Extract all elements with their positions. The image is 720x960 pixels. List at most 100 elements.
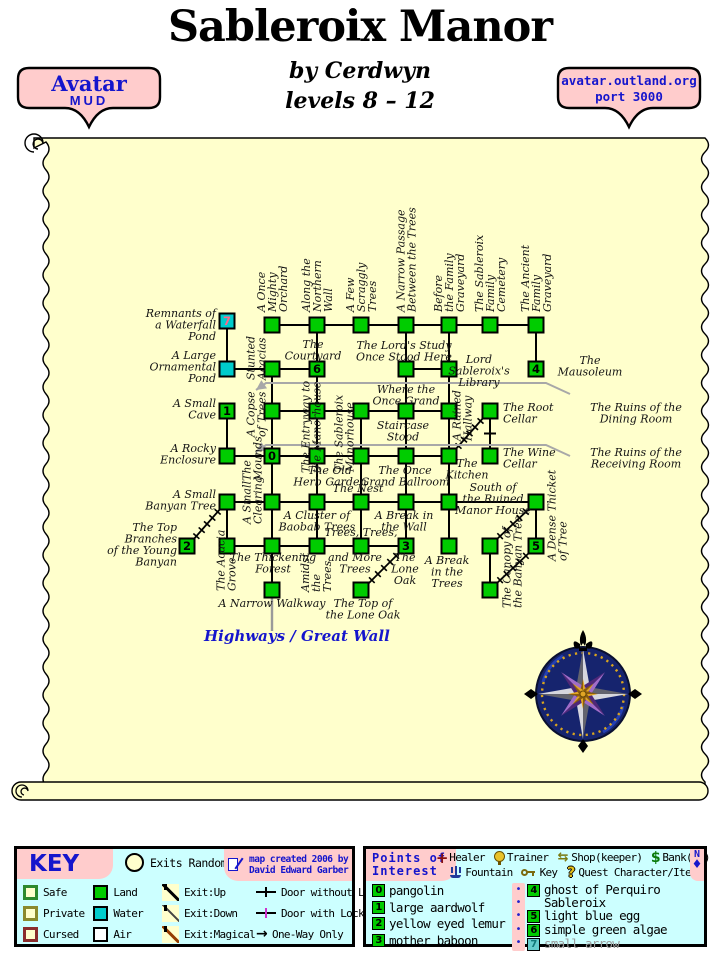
key-item-label: Door with Lock [281, 906, 365, 920]
poi-service-row: Fountain Key? Quest Character/Item [450, 865, 698, 881]
room-label: A RuinedHallway [451, 390, 475, 442]
poi-service-shop: ⇆ Shop(keeper) [556, 850, 643, 865]
map-connections [192, 321, 571, 631]
room-label: The Courtyard [285, 338, 342, 363]
map-room [263, 581, 281, 599]
key-item-label: Safe [43, 885, 67, 899]
poi-left-column: 0 pangolin 1 large aardwolf 2 yellow eyed lem… [372, 883, 512, 951]
room-label: Highways / Great Wall [203, 627, 390, 645]
poi-number-square: 2 [372, 917, 385, 930]
north-indicator: N ♦ [690, 849, 704, 881]
door-lock-icon [256, 905, 276, 921]
compass-point [628, 689, 642, 699]
map-room [527, 360, 545, 378]
room-label: The AcaciaGrove [215, 530, 239, 591]
poi-number-square: 0 [372, 884, 385, 897]
server-port: port 3000 [595, 89, 663, 104]
poi-service-healer: + Healer [436, 849, 486, 867]
compass-diamond-icon: ♦ [691, 857, 703, 871]
room-label: AmidsttheTrees [299, 552, 334, 593]
poi-item-label: pangolin [389, 883, 444, 898]
room-label: A OnceMightyOrchard [255, 266, 290, 313]
key-item-label: Water [113, 906, 144, 920]
map-room [263, 493, 281, 511]
exit-up-icon [162, 883, 179, 901]
room-label: A FewScragglyTrees [344, 262, 379, 313]
key-grid: Safe Private Cursed Land Water Air Exit:Up Exit… [17, 879, 382, 943]
sq-air-icon [93, 926, 109, 942]
map-room [263, 316, 281, 334]
sq-cursed-icon [23, 926, 38, 942]
poi-item-label: yellow eyed lemur [389, 916, 506, 931]
poi-item-6: 6 simple green algae [527, 923, 668, 938]
one-way-arrowhead [256, 442, 268, 452]
poi-title: Points of Interest [366, 849, 456, 881]
room-label: The Nest [333, 482, 384, 495]
map-room [397, 402, 415, 420]
key-item-exit-up: Exit:Up [162, 883, 254, 901]
poi-item-2: 2 yellow eyed lemur [372, 916, 512, 933]
poi-service-trainer: Trainer [493, 850, 549, 865]
key-item-label: Cursed [43, 927, 79, 941]
map-room [440, 537, 458, 555]
level-range: levels 8 – 12 [285, 88, 435, 114]
map-room [397, 537, 415, 555]
compass-point [524, 689, 538, 699]
room-number: 5 [532, 539, 540, 553]
key-item-label: Land [113, 885, 138, 899]
map-room [481, 537, 499, 555]
room-label: A Break in the Wall [374, 509, 434, 534]
poi-number-square: 5 [527, 910, 540, 924]
map-room [397, 360, 415, 378]
parchment-bottom-curl [15, 784, 29, 798]
server-host: avatar.outland.org [561, 73, 697, 88]
room-label: A Small Banyan Tree [144, 488, 216, 513]
room-label: South of the Ruined Manor House [454, 481, 531, 517]
map-room [440, 316, 458, 334]
room-label: A Cluster of Baobab Trees [278, 509, 356, 534]
map-room [308, 402, 326, 420]
room-label: StuntedAcacias [245, 336, 269, 381]
one-way-arrow [255, 382, 571, 395]
poi-item-label: small arrow [544, 936, 620, 952]
bullet-dot: • [515, 897, 522, 909]
fleur-de-lis-north [573, 630, 593, 651]
map-room [263, 360, 281, 378]
map-room [352, 447, 370, 465]
room-label: A Narrow PassageBetween the Trees [395, 207, 419, 313]
map-room [308, 493, 326, 511]
avatar-mud-badge: Avatar MUD [16, 66, 166, 132]
room-label: A Narrow Walkway [218, 597, 327, 610]
key-title: KEY [17, 849, 113, 879]
map-labels: A OnceMightyOrchard Along theNorthernWall… [107, 207, 682, 645]
room-number: 3 [402, 539, 410, 553]
map-room [263, 447, 281, 465]
poi-item-7: 7 small arrow [527, 936, 667, 952]
one-way-arrow [255, 444, 571, 457]
room-label: The Kitchen [445, 457, 489, 482]
room-label: A Dense Thicketof Tree [546, 469, 570, 562]
poi-service-label: Quest Character/Item [578, 866, 697, 879]
compass-rose [524, 630, 642, 753]
poi-item-label: mother baboon [389, 932, 478, 948]
poi-number-square: 7 [527, 938, 540, 952]
poi-right-column: 4 ghost of Perquiro Sableroix 5 light blue … [527, 882, 668, 952]
bullet-dot: • [515, 884, 522, 895]
north-letter: N [693, 849, 701, 860]
map-room-water [218, 312, 236, 330]
room-label: The Once Grand Ballroom [361, 464, 450, 489]
map-room [397, 316, 415, 334]
poi-service-row: + Healer Trainer ⇆ Shop(keeper) $ Bank(er) [436, 849, 711, 867]
points-of-interest-box: Points of Interest + Healer Trainer ⇆ Shop(k… [363, 846, 711, 952]
key-box: KEY Exits Randomized map created 2006 by… [14, 846, 382, 947]
poi-item-label: ghost of Perquiro Sableroix [544, 882, 661, 911]
trainer-icon [493, 850, 505, 865]
room-label: The Mausoleum [557, 354, 623, 379]
key-item-sq-water: Water [93, 904, 160, 922]
key-item-exit-magical: Exit:Magical [162, 925, 256, 943]
key-item-label: Exit:Up [184, 885, 226, 899]
map-room [527, 316, 545, 334]
room-label: The Lone Oak [390, 551, 419, 587]
key-item-door-lock: Door with Lock [256, 904, 365, 922]
